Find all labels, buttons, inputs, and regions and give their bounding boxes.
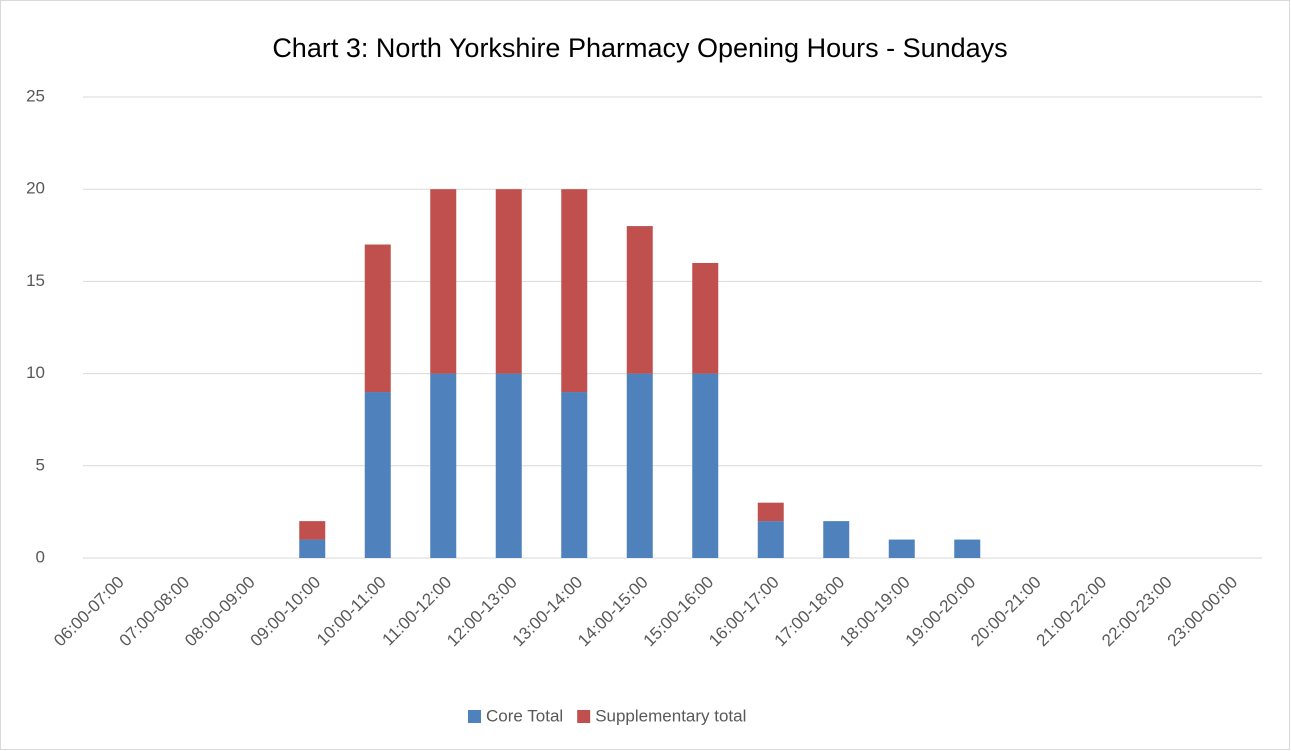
y-tick-label: 10 [26, 363, 45, 382]
legend-label: Core Total [486, 706, 563, 725]
bar-segment [692, 373, 719, 558]
y-tick-label: 0 [36, 547, 45, 566]
bar-segment [626, 226, 653, 374]
y-tick-label: 15 [26, 271, 45, 290]
bar-segment [561, 392, 588, 558]
bar-segment [757, 521, 784, 558]
bar-segment [364, 244, 391, 393]
legend-swatch [577, 710, 591, 723]
bar-segment [561, 189, 588, 393]
bar-segment [626, 373, 653, 558]
bar-segment [888, 539, 915, 558]
chart-title: Chart 3: North Yorkshire Pharmacy Openin… [272, 33, 1007, 63]
bar-segment [757, 502, 784, 522]
y-tick-label: 5 [36, 455, 45, 474]
bar-segment [430, 189, 457, 374]
bar-segment [954, 539, 981, 558]
bar-segment [495, 373, 522, 558]
y-tick-label: 20 [26, 179, 45, 198]
y-tick-label: 25 [26, 86, 45, 105]
bar-segment [823, 521, 850, 558]
bar-segment [692, 262, 719, 374]
bar-segment [299, 521, 326, 540]
bar-segment [299, 539, 326, 558]
legend-swatch [468, 710, 481, 723]
bar-segment [430, 373, 457, 558]
bar-segment [495, 189, 522, 374]
bar-segment [364, 392, 391, 558]
legend-label: Supplementary total [595, 706, 746, 725]
